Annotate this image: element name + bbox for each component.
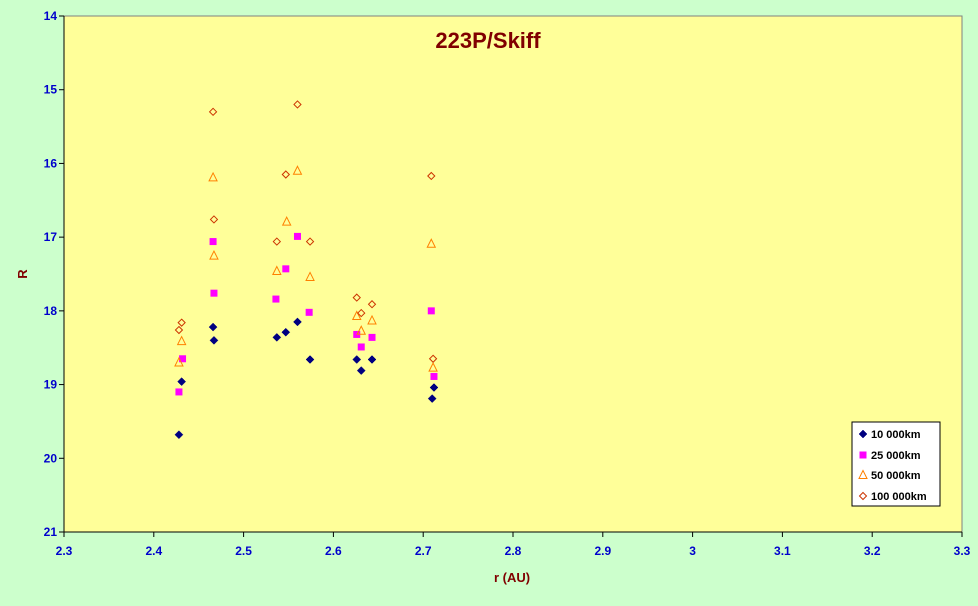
data-point-series-2 xyxy=(272,295,280,303)
legend-marker-1 xyxy=(858,429,868,439)
data-point-series-2 xyxy=(175,388,183,396)
legend-label-1: 10 000km xyxy=(871,429,921,441)
data-point-series-3 xyxy=(426,238,437,248)
data-point-series-4 xyxy=(208,107,218,117)
y-tick-label: 17 xyxy=(44,230,58,244)
data-point-series-3 xyxy=(428,361,438,372)
y-tick-label: 21 xyxy=(44,525,58,539)
legend-label-2: 25 000km xyxy=(871,450,921,462)
x-axis: 2.3 2.4 2.5 2.6 2.7 2.8 2.9 3 3.1 3.2 3.3 xyxy=(56,531,971,558)
y-tick-label: 20 xyxy=(44,451,58,465)
x-tick-label: 2.6 xyxy=(325,544,342,558)
data-point-series-4 xyxy=(293,100,302,109)
data-point-series-4 xyxy=(272,237,282,246)
data-point-series-4 xyxy=(281,170,291,179)
x-tick-label: 2.3 xyxy=(56,544,73,558)
y-tick-label: 15 xyxy=(44,83,58,97)
data-point-series-2 xyxy=(305,308,313,316)
x-tick-label: 2.9 xyxy=(594,544,611,558)
legend-label-4: 100 000km xyxy=(871,491,927,503)
legend-markers xyxy=(858,429,868,501)
data-point-series-3 xyxy=(305,271,315,281)
data-point-series-1 xyxy=(293,317,302,327)
data-point-series-1 xyxy=(356,366,366,375)
y-axis: 14 15 16 17 18 19 20 21 xyxy=(44,9,65,539)
data-point-series-3 xyxy=(367,314,377,325)
data-point-series-1 xyxy=(281,327,291,337)
data-point-series-4 xyxy=(209,215,219,224)
data-point-series-3 xyxy=(292,165,303,175)
data-point-series-2 xyxy=(357,343,365,351)
data-point-series-3 xyxy=(209,249,219,260)
legend: 10 000km 25 000km 50 000km 100 000km xyxy=(851,421,941,507)
data-point-series-2 xyxy=(430,372,438,380)
y-tick-label: 18 xyxy=(44,304,58,318)
x-tick-label: 3.3 xyxy=(954,544,971,558)
data-point-series-3 xyxy=(174,356,184,367)
data-point-series-1 xyxy=(427,394,437,403)
y-tick-label: 16 xyxy=(44,156,58,170)
data-point-series-1 xyxy=(174,430,184,440)
data-point-series-4 xyxy=(428,354,438,363)
legend-marker-3 xyxy=(858,469,868,479)
data-points xyxy=(174,100,439,440)
legend-marker-4 xyxy=(858,491,868,501)
y-axis-label: R xyxy=(15,269,30,279)
data-point-series-2 xyxy=(427,307,435,315)
data-point-series-4 xyxy=(357,308,366,318)
data-point-series-1 xyxy=(367,355,377,364)
chart-title: 223P/Skiff xyxy=(435,28,541,53)
plot-area xyxy=(63,15,963,533)
data-point-series-2 xyxy=(179,355,187,363)
x-axis-label: r (AU) xyxy=(494,570,530,585)
data-point-series-4 xyxy=(177,318,186,327)
data-point-series-1 xyxy=(209,335,219,345)
legend-label-3: 50 000km xyxy=(871,470,921,482)
x-tick-label: 2.5 xyxy=(235,544,252,558)
data-point-series-2 xyxy=(293,232,301,240)
data-point-series-3 xyxy=(281,216,292,226)
data-point-series-2 xyxy=(210,289,218,297)
data-point-series-1 xyxy=(177,377,186,386)
data-point-series-4 xyxy=(305,237,315,246)
x-tick-label: 3.2 xyxy=(864,544,881,558)
data-point-series-3 xyxy=(208,171,218,182)
data-point-series-2 xyxy=(282,265,290,273)
data-point-series-1 xyxy=(305,355,315,364)
x-tick-label: 3 xyxy=(689,544,696,558)
data-point-series-2 xyxy=(368,333,376,341)
data-point-series-1 xyxy=(352,355,362,364)
y-tick-label: 19 xyxy=(44,378,58,392)
x-tick-label: 2.8 xyxy=(505,544,522,558)
data-point-series-1 xyxy=(208,322,218,332)
data-point-series-2 xyxy=(209,238,217,246)
data-point-series-3 xyxy=(356,325,367,335)
data-point-series-3 xyxy=(176,335,187,346)
data-point-series-4 xyxy=(352,293,361,302)
data-point-series-3 xyxy=(272,265,282,276)
x-tick-label: 2.7 xyxy=(415,544,432,558)
legend-box xyxy=(851,421,941,507)
data-point-series-4 xyxy=(367,300,377,309)
x-tick-label: 2.4 xyxy=(145,544,162,558)
data-point-series-1 xyxy=(429,383,439,392)
legend-marker-2 xyxy=(859,451,867,459)
x-tick-label: 3.1 xyxy=(774,544,791,558)
data-point-series-3 xyxy=(351,310,362,321)
data-point-series-1 xyxy=(272,333,282,342)
data-point-series-4 xyxy=(427,171,436,181)
data-point-series-4 xyxy=(174,325,184,335)
y-tick-label: 14 xyxy=(44,9,58,23)
